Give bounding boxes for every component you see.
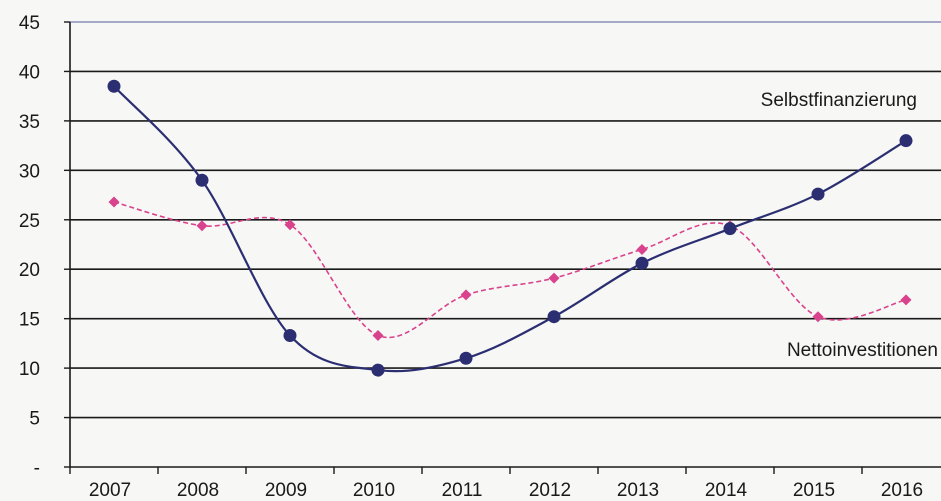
x-tick-label: 2014 — [705, 480, 748, 501]
data-point — [547, 310, 561, 324]
data-point — [284, 219, 296, 231]
y-tick-label: 45 — [19, 13, 40, 34]
series-label-nettoinvestitionen: Nettoinvestitionen — [787, 340, 938, 361]
data-point — [372, 329, 384, 341]
data-point — [108, 196, 120, 208]
series-layer — [107, 79, 913, 377]
y-tick-label: 40 — [19, 62, 40, 83]
data-point — [636, 243, 648, 255]
y-tick-label: - — [34, 458, 40, 479]
x-tick-label: 2010 — [353, 480, 395, 501]
y-tick-label: 10 — [19, 359, 40, 380]
y-tick-label: 30 — [19, 161, 40, 182]
series-selbstfinanzierung — [107, 79, 913, 377]
x-tick-label: 2015 — [793, 480, 835, 501]
data-point — [195, 173, 209, 187]
x-tick-label: 2008 — [177, 480, 219, 501]
y-tick-label: 25 — [19, 211, 40, 232]
x-tick-label: 2012 — [529, 480, 571, 501]
x-tick-label: 2013 — [617, 480, 659, 501]
data-point — [548, 272, 560, 284]
x-tick-label: 2007 — [89, 480, 131, 501]
x-tick-label: 2016 — [881, 480, 923, 501]
series-label-selbstfinanzierung: Selbstfinanzierung — [761, 90, 917, 111]
y-tick-label: 20 — [19, 260, 40, 281]
series-annotations: Selbstfinanzierung Nettoinvestitionen — [761, 90, 938, 361]
data-point — [812, 311, 824, 323]
series-line — [113, 85, 907, 373]
y-tick-label: 35 — [19, 112, 40, 133]
y-tick-label: 15 — [19, 310, 40, 331]
series-line — [113, 201, 907, 339]
data-point — [900, 294, 912, 306]
x-tick-label: 2009 — [265, 480, 307, 501]
data-point — [371, 363, 385, 377]
data-point — [196, 220, 208, 232]
data-point — [899, 134, 913, 148]
data-point — [811, 187, 825, 201]
data-point — [107, 79, 121, 93]
data-point — [723, 222, 737, 236]
series-nettoinvestitionen — [108, 196, 912, 341]
data-point — [459, 351, 473, 365]
x-axis: 2007 2008 2009 2010 2011 2012 2013 2014 2015 2016 — [69, 466, 941, 501]
y-tick-label: 5 — [29, 409, 40, 430]
data-point — [635, 256, 649, 270]
data-point — [460, 289, 472, 301]
x-tick-label: 2011 — [442, 480, 483, 501]
gridlines — [70, 21, 941, 419]
data-point — [283, 328, 297, 342]
y-axis: - 5 10 15 20 25 30 35 40 45 — [19, 13, 71, 479]
